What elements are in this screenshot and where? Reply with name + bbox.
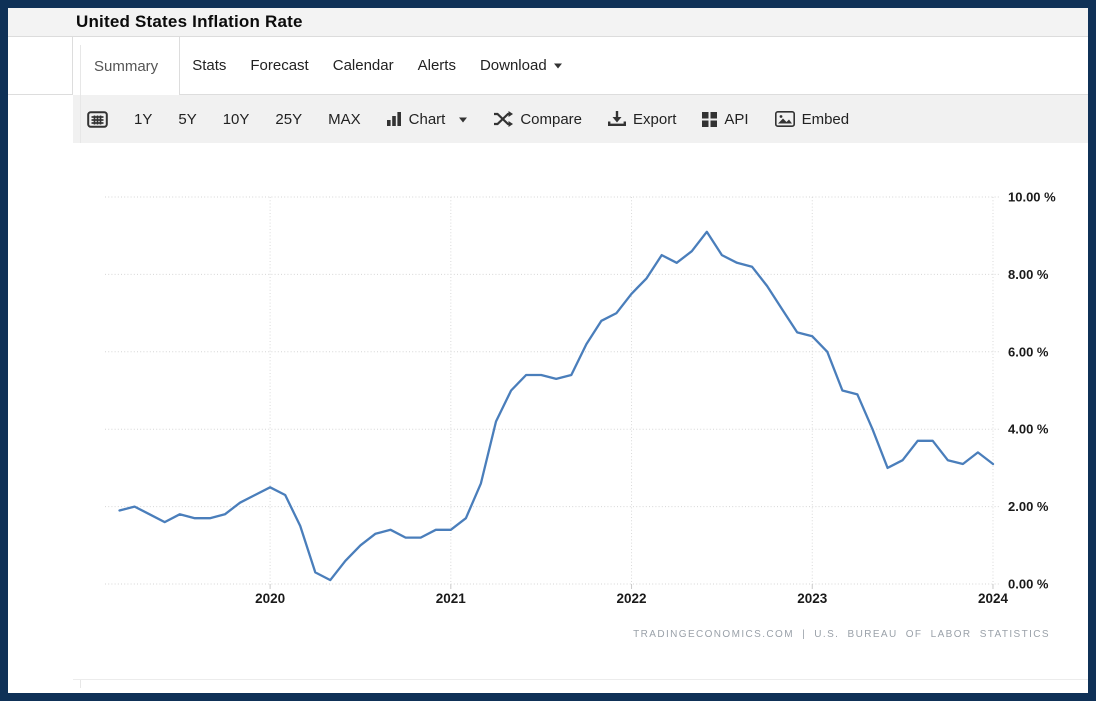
- chevron-down-icon: [459, 117, 468, 126]
- embed-button[interactable]: Embed: [774, 110, 850, 128]
- x-axis-label: 2023: [797, 591, 828, 606]
- chart-card: 0.00 % 2.00 % 4.00 % 6.00 % 8.00 % 10.00 % 202…: [73, 143, 1088, 680]
- range-1y-button[interactable]: 1Y: [134, 110, 153, 128]
- calendar-grid-icon: [87, 110, 108, 128]
- range-25y-button[interactable]: 25Y: [275, 110, 303, 128]
- x-axis-label: 2024: [978, 591, 1009, 606]
- y-axis-label: 4.00 %: [1008, 422, 1049, 437]
- chart-type-button[interactable]: Chart: [386, 110, 468, 128]
- api-label: API: [724, 110, 749, 128]
- download-icon: [608, 111, 627, 126]
- x-axis-label: 2020: [255, 591, 285, 606]
- range-max-button[interactable]: MAX: [328, 110, 361, 128]
- tab-download[interactable]: Download: [468, 37, 574, 94]
- range-5y-button[interactable]: 5Y: [178, 110, 197, 128]
- tab-summary[interactable]: Summary: [72, 37, 181, 95]
- title-bar: United States Inflation Rate: [8, 8, 1088, 37]
- chart-attribution: TRADINGECONOMICS.COM | U.S. BUREAU OF LA…: [633, 629, 1050, 640]
- y-axis-label: 0.00 %: [1008, 577, 1049, 592]
- y-axis-label: 2.00 %: [1008, 499, 1049, 514]
- y-axis-label: 8.00 %: [1008, 267, 1049, 282]
- main-content: 1Y 5Y 10Y 25Y MAX Chart: [73, 95, 1088, 680]
- calendar-range-button[interactable]: [87, 110, 108, 128]
- api-button[interactable]: API: [702, 110, 749, 128]
- line-chart[interactable]: 0.00 % 2.00 % 4.00 % 6.00 % 8.00 % 10.00 % 202…: [73, 143, 1088, 680]
- tab-download-label: Download: [479, 57, 547, 74]
- y-axis-label: 6.00 %: [1008, 344, 1049, 359]
- embed-label: Embed: [801, 110, 850, 128]
- compare-label: Compare: [520, 110, 583, 128]
- compare-button[interactable]: Compare: [493, 111, 582, 128]
- tab-forecast[interactable]: Forecast: [238, 37, 320, 94]
- range-10y-button[interactable]: 10Y: [222, 110, 250, 128]
- tab-stats[interactable]: Stats: [180, 37, 238, 94]
- bar-chart-icon: [386, 112, 401, 126]
- chart-toolbar: 1Y 5Y 10Y 25Y MAX Chart: [73, 95, 1088, 143]
- export-label: Export: [633, 110, 677, 128]
- grid-squares-icon: [702, 111, 718, 127]
- export-button[interactable]: Export: [608, 111, 676, 128]
- tab-alerts[interactable]: Alerts: [406, 37, 468, 94]
- x-axis-label: 2022: [617, 591, 647, 606]
- x-axis-label: 2021: [436, 591, 467, 606]
- tab-bar: Summary Stats Forecast Calendar Alerts D…: [8, 37, 1088, 95]
- image-icon: [774, 111, 795, 127]
- shuffle-icon: [494, 111, 514, 127]
- chevron-down-icon: [553, 63, 562, 73]
- tab-calendar[interactable]: Calendar: [321, 37, 406, 94]
- y-axis-label: 10.00 %: [1008, 190, 1056, 205]
- chart-type-label: Chart: [408, 110, 446, 128]
- inflation-rate-line: [118, 230, 995, 582]
- page-title: United States Inflation Rate: [76, 12, 303, 31]
